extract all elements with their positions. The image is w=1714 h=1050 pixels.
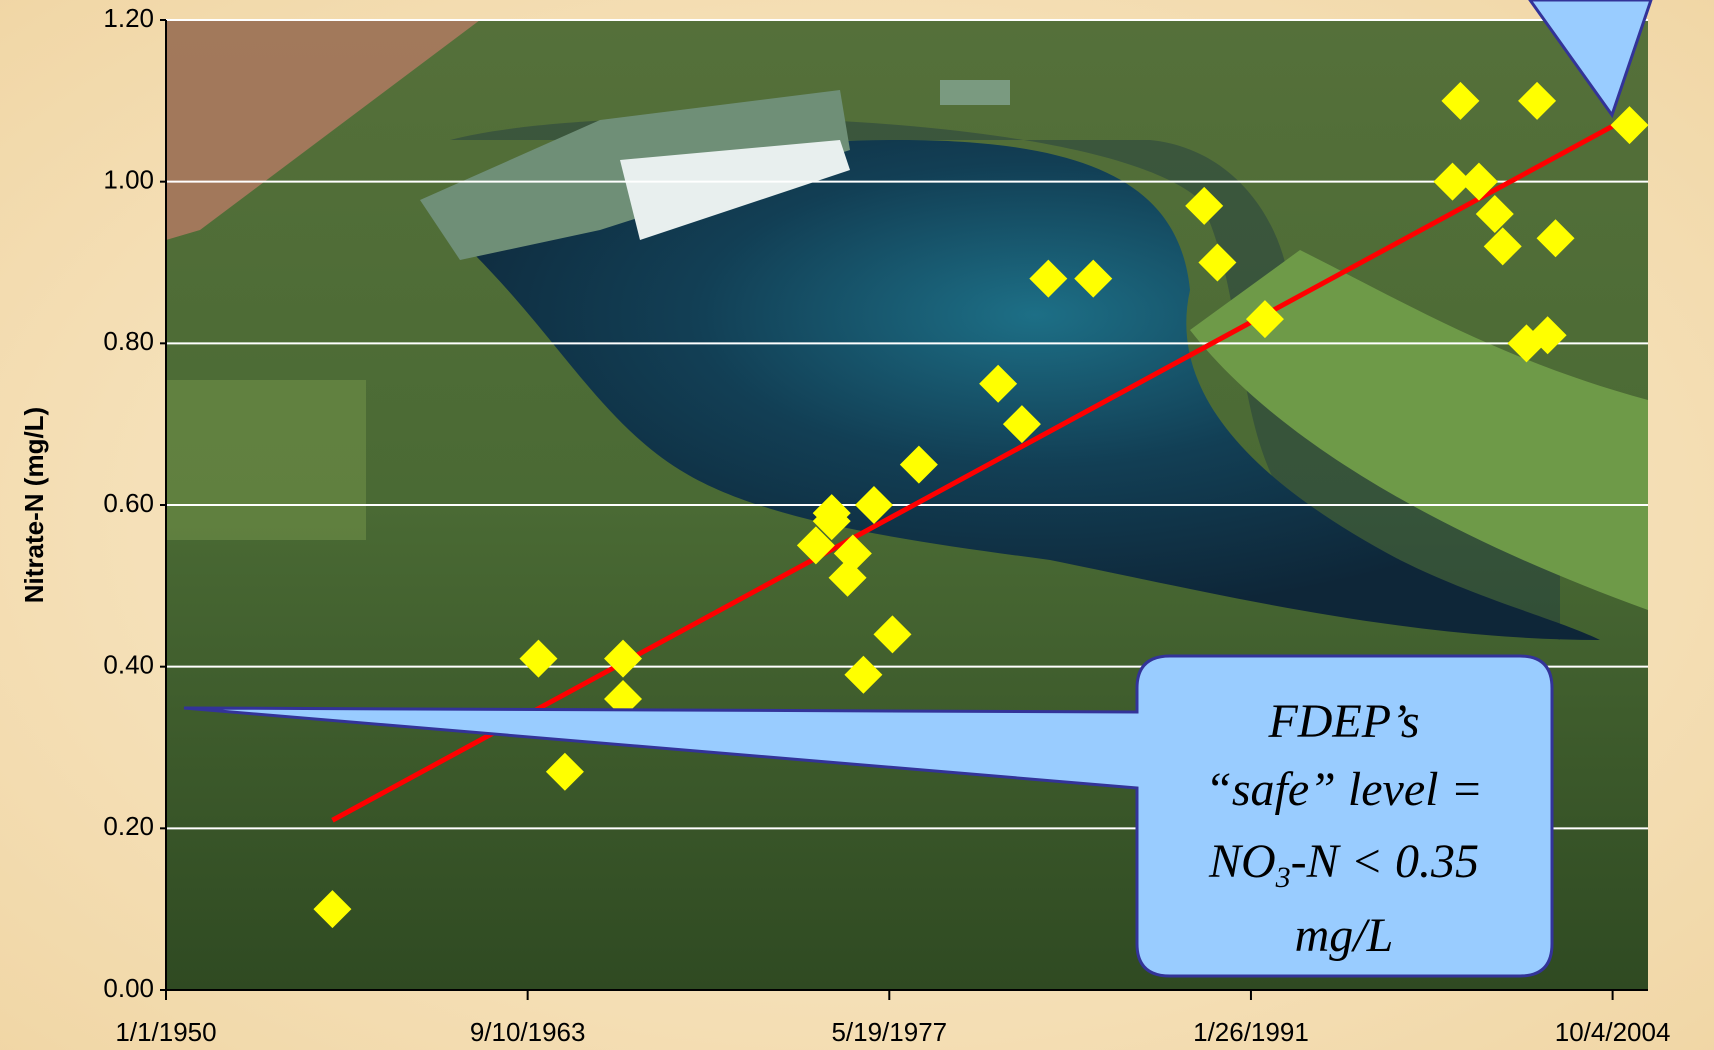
- annotation-text: NO3-N < 0.35: [1208, 835, 1479, 894]
- y-tick-label: 1.20: [103, 3, 154, 33]
- x-tick-label: 1/26/1991: [1193, 1017, 1309, 1047]
- y-tick-label: 0.60: [103, 488, 154, 518]
- x-tick-label: 1/1/1950: [115, 1017, 216, 1047]
- y-tick-label: 0.80: [103, 326, 154, 356]
- x-tick-label: 10/4/2004: [1555, 1017, 1671, 1047]
- page: 0.00 0.20 0.40 0.60 0.80 1.00 1.20 1/1/1950 9/10…: [0, 0, 1714, 1050]
- annotation-text: mg/L: [1295, 909, 1394, 962]
- annotation-text: NO: [1208, 835, 1276, 888]
- annotation-text: FDEP’s: [1267, 695, 1419, 748]
- y-tick-label: 0.20: [103, 811, 154, 841]
- annotation-subscript: 3: [1275, 861, 1291, 894]
- x-tick-label: 9/10/1963: [470, 1017, 586, 1047]
- chart: 0.00 0.20 0.40 0.60 0.80 1.00 1.20 1/1/1950 9/10…: [0, 0, 1714, 1050]
- y-tick-label: 0.40: [103, 650, 154, 680]
- annotation-text: “safe” level =: [1205, 763, 1483, 816]
- annotation-text: -N < 0.35: [1291, 835, 1479, 888]
- y-tick-label: 0.00: [103, 973, 154, 1003]
- y-axis-label: Nitrate-N (mg/L): [19, 407, 49, 603]
- y-tick-label: 1.00: [103, 165, 154, 195]
- x-tick-label: 5/19/1977: [831, 1017, 947, 1047]
